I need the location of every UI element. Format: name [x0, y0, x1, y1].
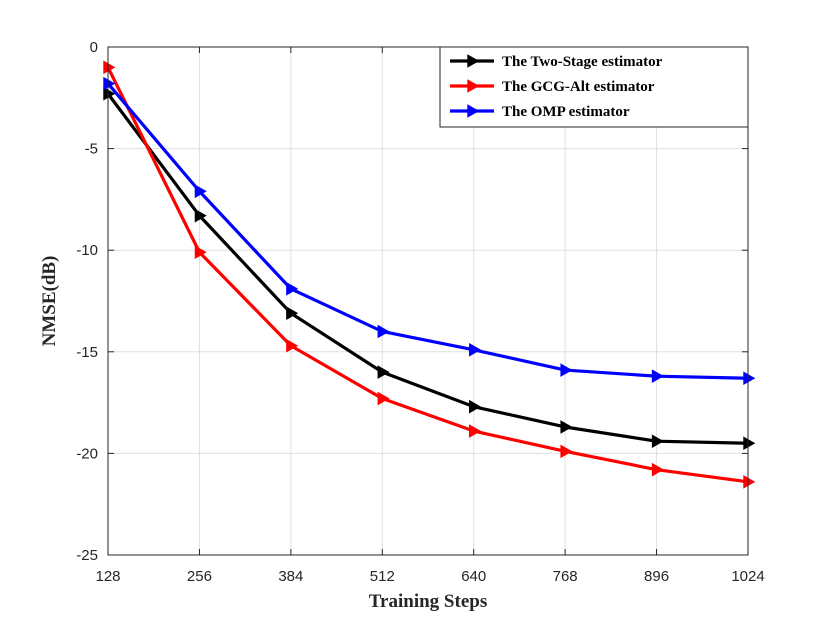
- legend-marker-1: [467, 54, 480, 68]
- series-1-marker: [194, 208, 207, 223]
- y-tick-label: -10: [76, 242, 98, 259]
- y-tick-label: -20: [76, 445, 98, 462]
- x-tick-label: 1024: [731, 568, 764, 585]
- series-1-marker: [743, 436, 756, 451]
- series-1-marker: [103, 86, 116, 101]
- legend: The Two-Stage estimator The GCG-Alt estim…: [439, 46, 749, 128]
- y-tick-label: -25: [76, 547, 98, 564]
- series-3-marker: [286, 281, 299, 296]
- legend-marker-2: [467, 79, 480, 93]
- axis-ticks: 128 256 384 512 640 768 896 1024 0 -5 -10 -15 -20 -25: [76, 39, 764, 585]
- series-1-marker: [286, 306, 299, 321]
- series-1-marker: [469, 399, 482, 414]
- series-3-marker: [469, 342, 482, 357]
- y-tick-label: -15: [76, 344, 98, 361]
- legend-label-3: The OMP estimator: [502, 104, 630, 120]
- series-1-marker: [377, 365, 390, 379]
- x-tick-label: 640: [461, 568, 486, 585]
- plot-frame: [107, 46, 749, 556]
- x-tick-label: 256: [187, 568, 212, 585]
- x-tick-label: 512: [370, 568, 395, 585]
- series-line-3: [106, 82, 749, 380]
- y-tick-label: -5: [85, 141, 98, 158]
- x-tick-label: 128: [95, 568, 120, 585]
- x-tick-label: 384: [278, 568, 303, 585]
- series-2-marker: [743, 475, 756, 489]
- series-2-marker: [286, 338, 299, 353]
- series-3-marker: [743, 371, 756, 386]
- series-3-marker: [103, 76, 116, 91]
- series-1-marker: [651, 434, 664, 449]
- series-2-marker: [560, 444, 573, 459]
- series-3-marker: [651, 369, 664, 383]
- series-3-marker: [560, 363, 573, 377]
- legend-label-1: The Two-Stage estimator: [502, 54, 663, 70]
- series-2-marker: [103, 60, 116, 75]
- series-line-1: [106, 92, 749, 445]
- series-2-marker: [377, 391, 390, 406]
- series-2-marker: [469, 424, 482, 438]
- series-2-marker: [651, 462, 664, 477]
- series-3-marker: [377, 324, 390, 339]
- series-2-marker: [194, 245, 207, 260]
- x-tick-label: 896: [644, 568, 669, 585]
- series-group: [103, 60, 756, 489]
- series-1-marker: [560, 420, 573, 434]
- series-line-2: [106, 66, 749, 484]
- legend-label-2: The GCG-Alt estimator: [502, 79, 655, 95]
- x-tick-label: 768: [553, 568, 578, 585]
- series-3-marker: [194, 184, 207, 199]
- y-tick-label: 0: [90, 39, 98, 56]
- y-axis-label: NMSE(dB): [39, 256, 60, 347]
- x-axis-label: Training Steps: [369, 591, 487, 612]
- legend-marker-3: [467, 104, 480, 118]
